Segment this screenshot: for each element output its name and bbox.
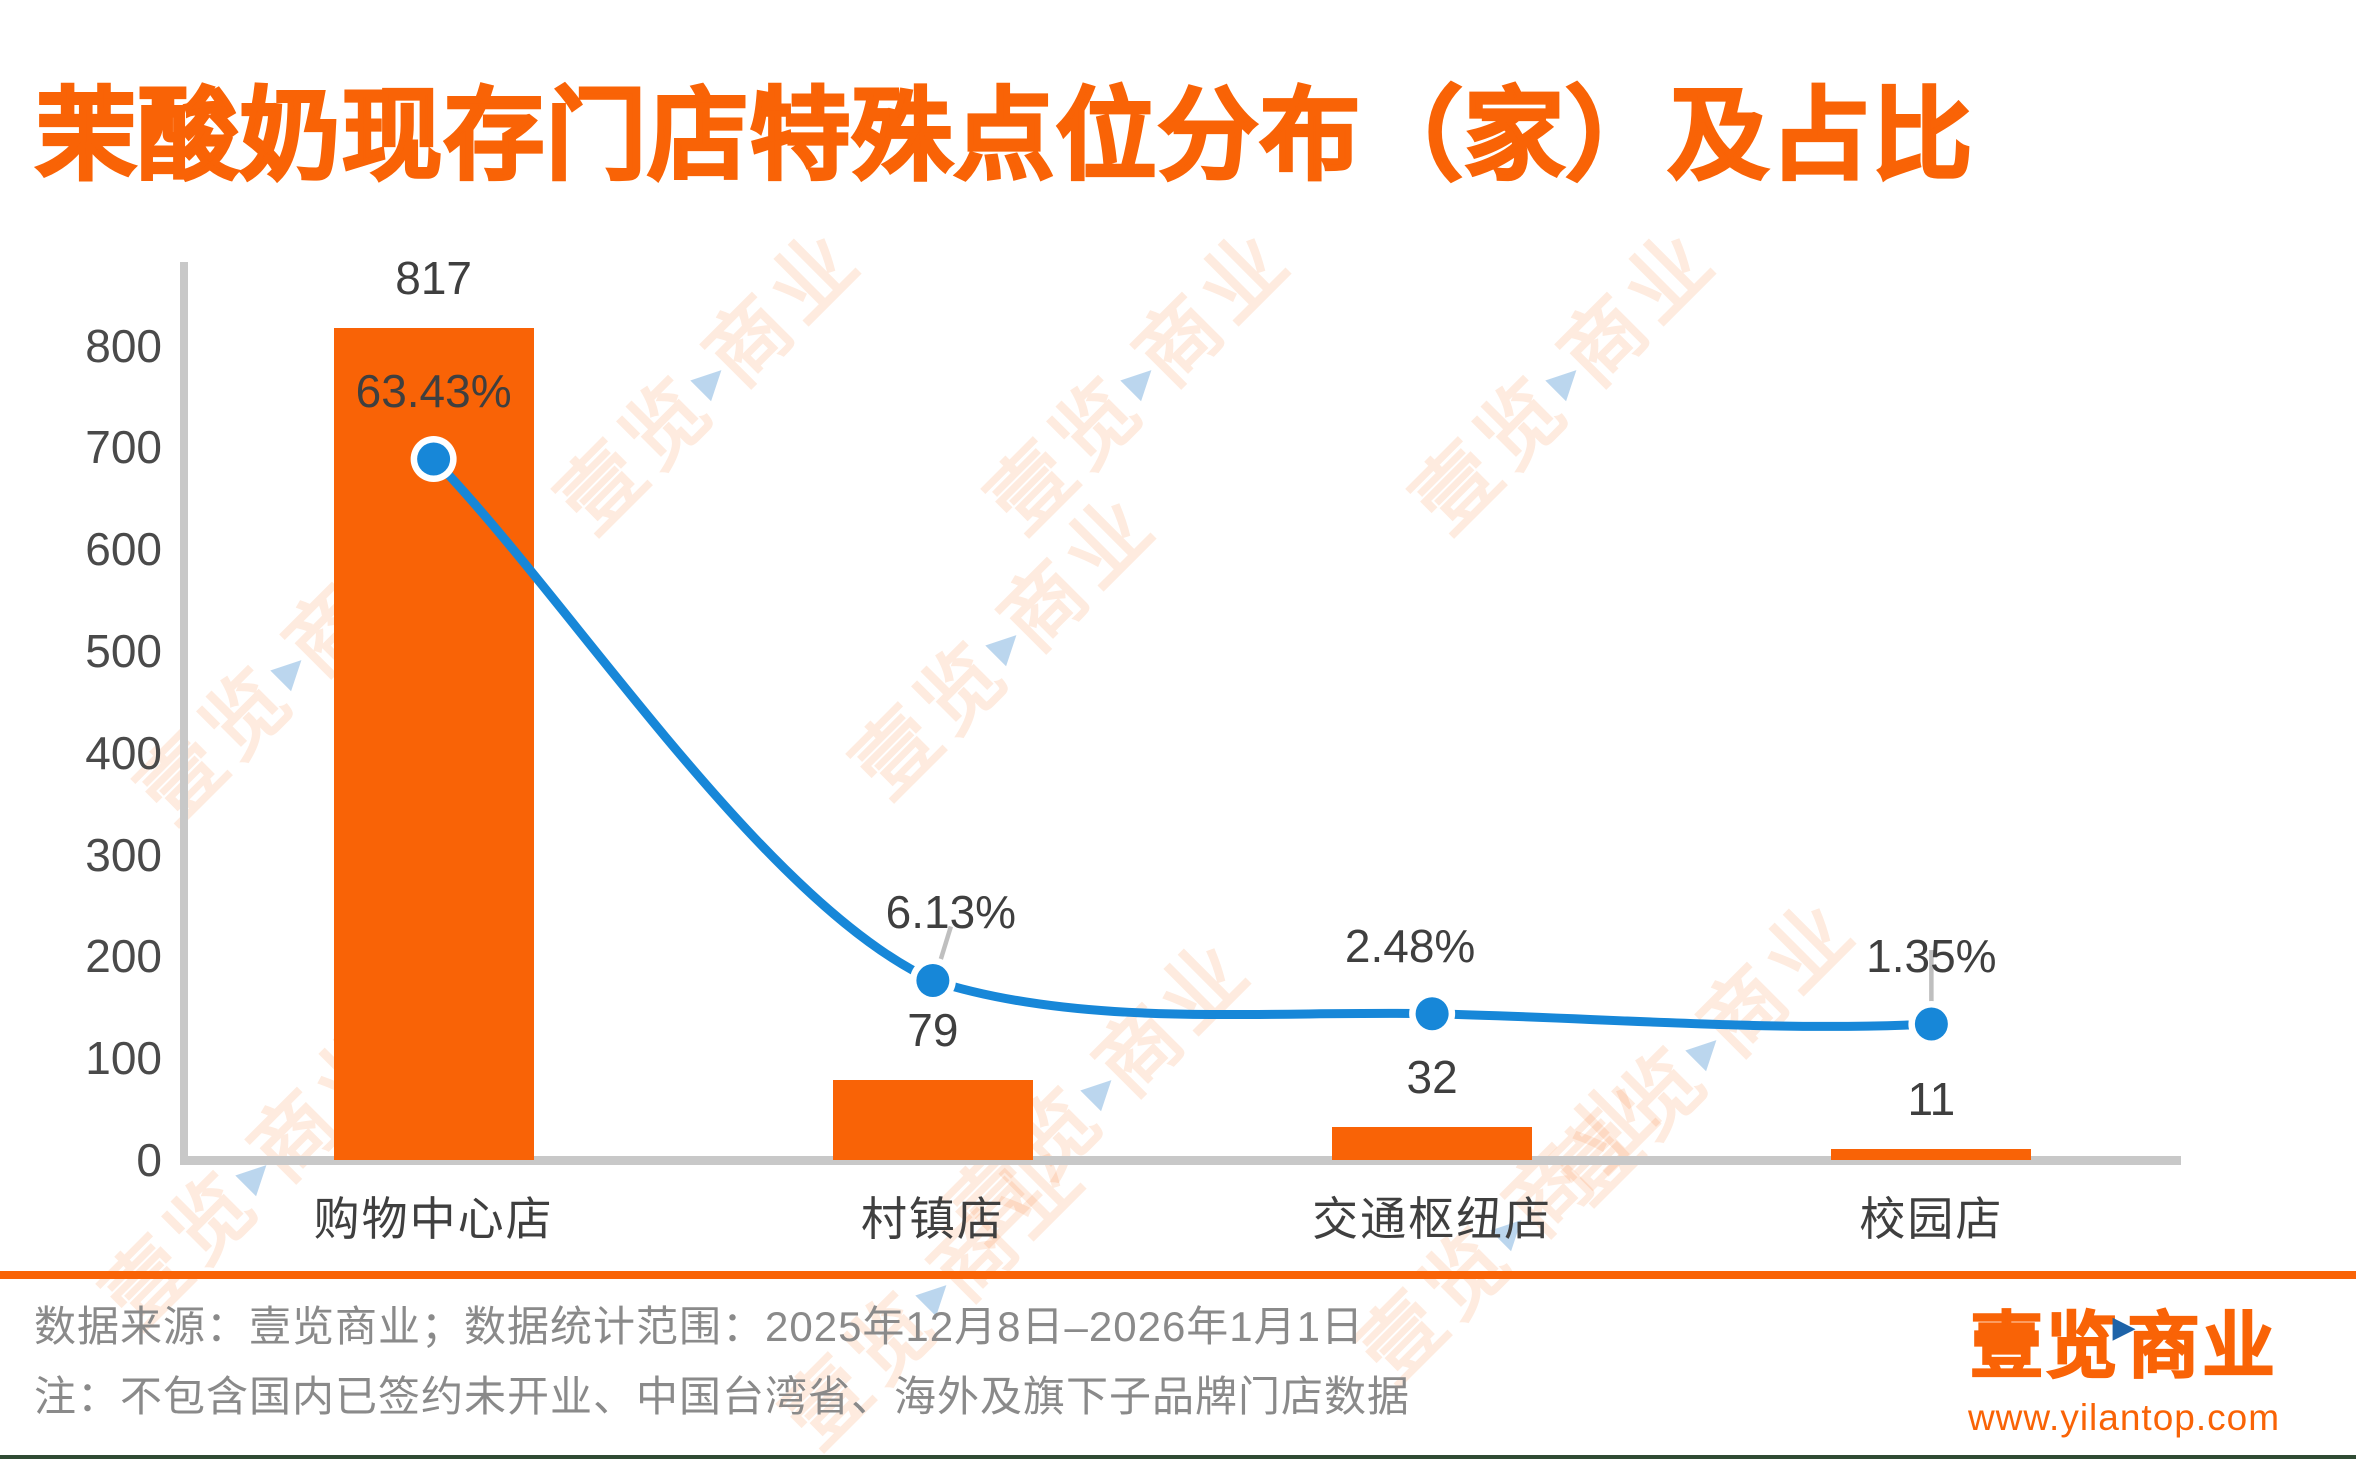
bar	[832, 1080, 1033, 1160]
source-text: 数据来源：壹览商业；数据统计范围：2025年12月8日–2026年1月1日	[34, 1303, 1365, 1350]
y-tick-label: 300	[85, 828, 162, 881]
data-point-marker	[916, 963, 950, 997]
y-axis-line	[180, 262, 188, 1164]
y-tick-label: 400	[85, 726, 162, 779]
data-point-marker	[1914, 1007, 1948, 1041]
data-point-halo	[909, 957, 956, 1004]
brand-watermark: 壹览▶商业	[541, 211, 880, 550]
category-label: 交通枢纽店	[1312, 1193, 1553, 1245]
brand-triangle-icon: ▶	[2112, 1311, 2136, 1344]
x-axis-line	[180, 1156, 2181, 1165]
y-tick-label: 200	[85, 930, 162, 983]
brand-logo-left: 壹览	[1969, 1306, 2121, 1388]
y-tick-label: 500	[85, 625, 162, 677]
bar-value-label: 79	[907, 1004, 959, 1056]
brand-logo: 壹览▶商业	[1969, 1288, 2278, 1388]
website-url: www.yilantop.com	[1967, 1397, 2281, 1438]
bar	[1831, 1149, 2032, 1160]
y-tick-label: 100	[85, 1032, 162, 1085]
data-point-halo	[1908, 1001, 1955, 1047]
category-label: 校园店	[1859, 1193, 2004, 1245]
bar	[1332, 1127, 1533, 1160]
brand-logo-right: 商业	[2127, 1306, 2278, 1388]
brand-watermark: 壹览▶商业	[1396, 211, 1735, 550]
data-point-halo	[1409, 990, 1456, 1037]
chart-title: 茉酸奶现存门店特殊点位分布（家）及占比	[35, 79, 1974, 194]
percent-label: 1.35%	[1866, 930, 1997, 982]
y-tick-label: 600	[85, 523, 162, 576]
data-point-marker	[1415, 997, 1449, 1031]
brand-block: 壹览▶商业 www.yilantop.com	[1954, 1288, 2294, 1441]
percent-label: 6.13%	[885, 886, 1017, 939]
note-text: 注：不包含国内已签约未开业、中国台湾省、海外及旗下子品牌门店数据	[34, 1373, 1411, 1420]
y-tick-label: 800	[85, 319, 162, 372]
bar	[333, 328, 534, 1160]
percent-label: 2.48%	[1344, 919, 1476, 972]
bar-value-label: 32	[1406, 1051, 1458, 1103]
category-label: 村镇店	[860, 1193, 1005, 1245]
percent-label: 63.43%	[355, 365, 512, 417]
y-tick-label: 0	[136, 1134, 162, 1186]
y-tick-label: 700	[85, 421, 162, 474]
bar-value-label: 817	[395, 252, 472, 304]
footer-divider	[0, 1271, 2356, 1279]
bottom-border	[0, 1455, 2356, 1459]
category-label: 购物中心店	[313, 1193, 554, 1245]
bar-value-label: 11	[1907, 1073, 1956, 1125]
